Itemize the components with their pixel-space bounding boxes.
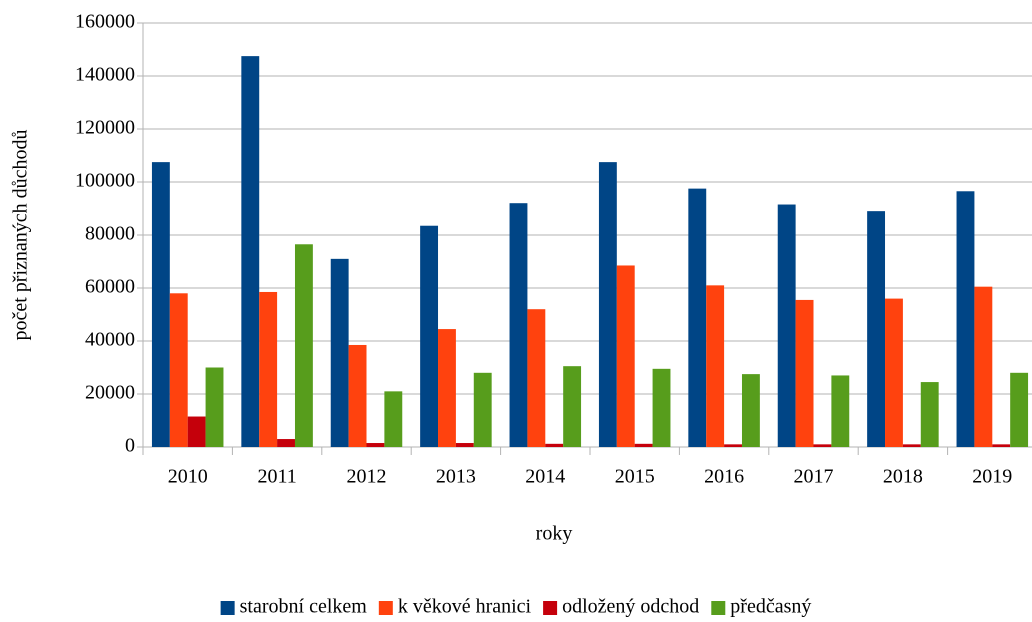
bar: [598, 162, 617, 447]
y-tick-label: 120000: [75, 117, 135, 139]
x-tick-label: 2015: [615, 466, 655, 488]
bar: [652, 368, 671, 447]
legend-swatch: [543, 601, 558, 615]
bar: [151, 162, 170, 447]
x-tick-label: 2014: [525, 466, 565, 488]
x-tick-label: 2016: [704, 466, 744, 488]
bar: [867, 211, 886, 447]
legend-swatch: [220, 601, 235, 615]
y-tick-label: 100000: [75, 170, 135, 192]
bar: [241, 56, 260, 447]
bar: [706, 285, 725, 447]
bar: [885, 298, 903, 447]
bar: [330, 258, 349, 447]
bar: [527, 309, 546, 447]
bar: [741, 374, 760, 447]
bar: [384, 391, 403, 447]
bar: [294, 244, 313, 447]
bar: [545, 443, 564, 447]
x-tick-label: 2010: [168, 466, 208, 488]
x-tick-label: 2019: [972, 466, 1012, 488]
y-tick-label: 80000: [85, 223, 135, 245]
legend-label: k věkové hranici: [398, 596, 532, 618]
bar: [259, 291, 278, 447]
bar: [956, 191, 975, 447]
bar: [205, 367, 224, 447]
bar: [724, 444, 742, 447]
bar: [187, 416, 206, 447]
y-tick-label: 40000: [85, 329, 135, 351]
bar: [992, 444, 1011, 447]
y-tick-label: 60000: [85, 276, 135, 298]
x-tick-label: 2012: [347, 466, 387, 488]
legend-swatch: [711, 601, 726, 615]
legend: starobní celkem k věkové hranici odložený …: [220, 596, 811, 618]
bar: [688, 188, 707, 447]
legend-label: předčasný: [730, 596, 811, 618]
bar: [1010, 372, 1029, 447]
y-tick-label: 0: [125, 435, 135, 457]
bar: [813, 444, 832, 447]
bar: [616, 265, 635, 447]
bar: [509, 203, 528, 447]
y-axis-title: počet přiznaných důchodů: [10, 129, 32, 340]
bar: [902, 444, 921, 447]
bar: [795, 299, 814, 447]
bar: [831, 375, 850, 447]
bar: [473, 372, 492, 447]
x-tick-label: 2013: [436, 466, 476, 488]
x-axis-title: roky: [536, 523, 573, 545]
bar: [366, 443, 385, 447]
bar: [277, 439, 295, 447]
bar: [974, 286, 993, 447]
x-tick-label: 2011: [257, 466, 296, 488]
x-tick-label: 2017: [794, 466, 834, 488]
legend-label: starobní celkem: [240, 596, 368, 618]
bar: [420, 225, 439, 447]
bar: [634, 443, 653, 447]
bar: [777, 204, 796, 447]
bar: [563, 366, 582, 447]
y-tick-label: 160000: [75, 11, 135, 33]
bar: [438, 329, 456, 447]
legend-swatch: [378, 601, 393, 615]
bar: [348, 344, 367, 447]
bar: [920, 382, 939, 447]
legend-label: odložený odchod: [562, 596, 699, 618]
bar: [455, 443, 474, 447]
x-tick-label: 2018: [883, 466, 923, 488]
y-tick-label: 140000: [75, 64, 135, 86]
y-tick-label: 20000: [85, 382, 135, 404]
bar: [169, 293, 188, 447]
